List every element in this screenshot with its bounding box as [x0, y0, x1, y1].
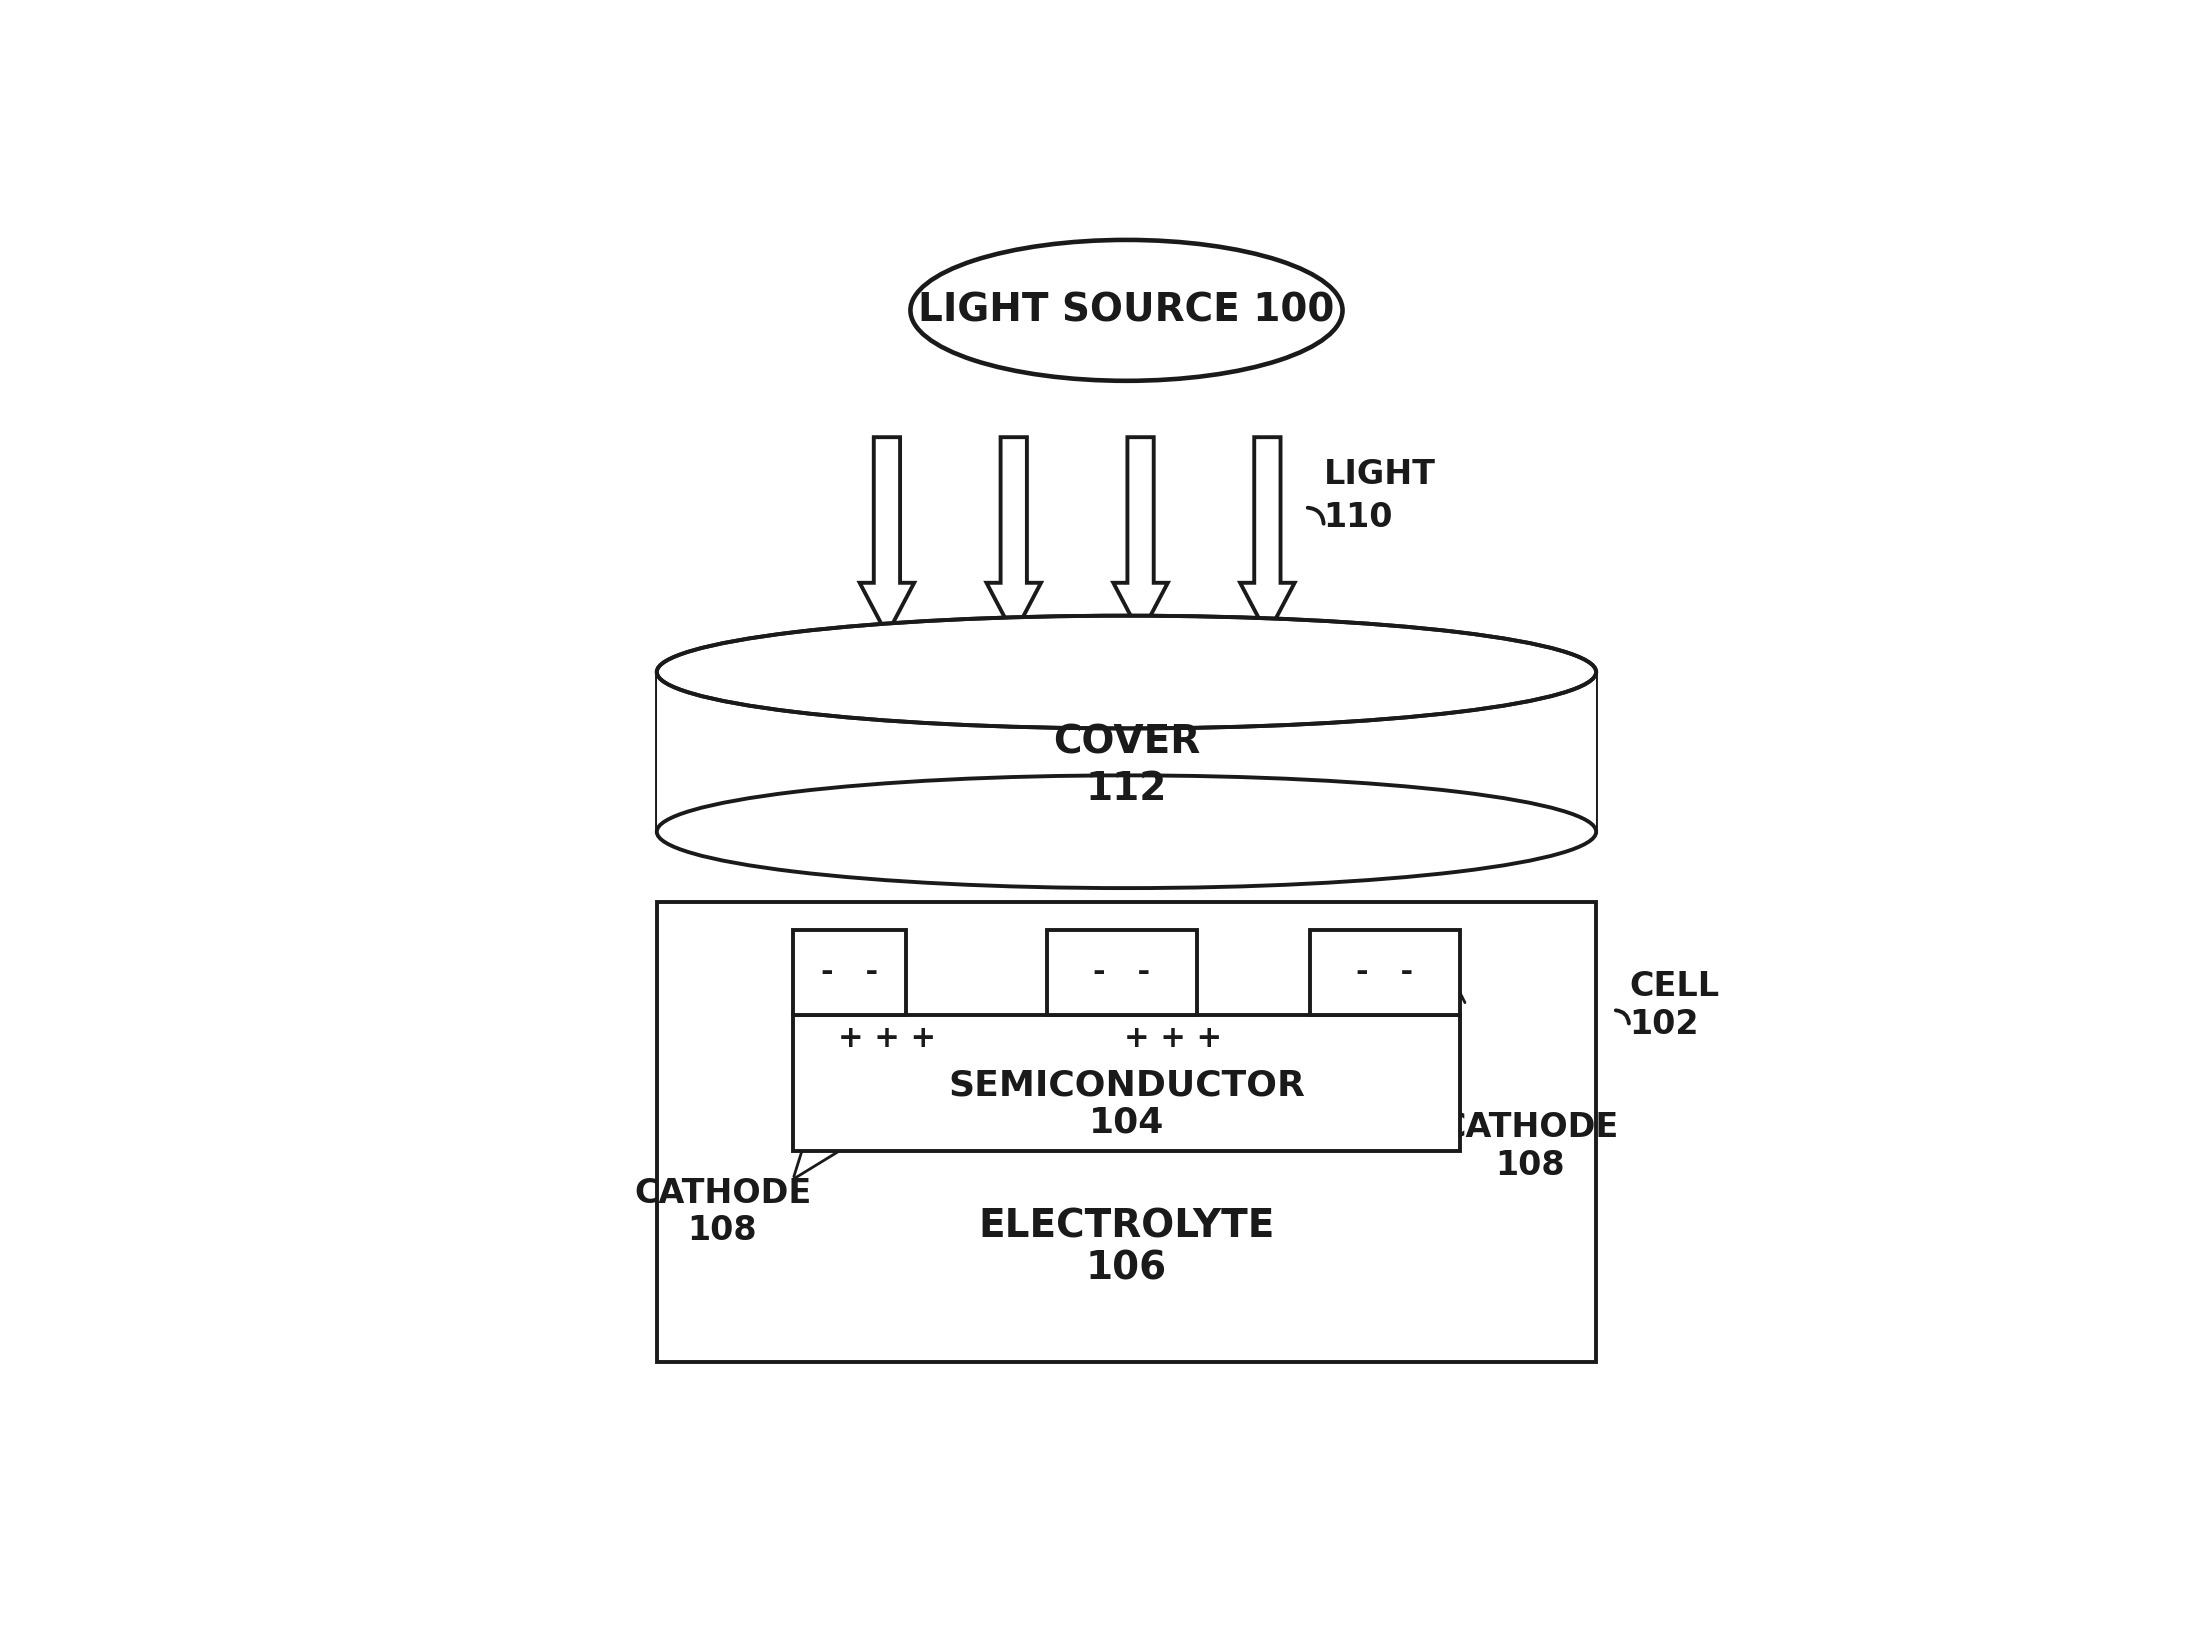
Bar: [1310, 931, 1459, 1015]
Text: -   -: - -: [820, 959, 877, 987]
Text: 106: 106: [1086, 1250, 1167, 1288]
Text: + + +: + + +: [837, 1024, 936, 1052]
Text: LIGHT SOURCE 100: LIGHT SOURCE 100: [919, 292, 1334, 329]
Text: 110: 110: [1323, 501, 1394, 534]
Text: -   -: - -: [1092, 959, 1150, 987]
Text: COVER: COVER: [1053, 723, 1200, 761]
Text: 108: 108: [688, 1214, 758, 1247]
Ellipse shape: [657, 776, 1596, 888]
Text: CATHODE: CATHODE: [1442, 1112, 1620, 1145]
Bar: [793, 931, 906, 1015]
Text: + + +: + + +: [1125, 1024, 1222, 1052]
Text: SEMICONDUCTOR: SEMICONDUCTOR: [947, 1069, 1306, 1102]
Ellipse shape: [657, 616, 1596, 728]
Text: 108: 108: [1495, 1148, 1565, 1181]
Text: 104: 104: [1088, 1105, 1165, 1140]
Bar: [1046, 931, 1198, 1015]
Text: LIGHT: LIGHT: [1323, 458, 1435, 491]
Text: ELECTROLYTE: ELECTROLYTE: [978, 1207, 1275, 1245]
Bar: [657, 672, 1596, 832]
Bar: [793, 1015, 1459, 1151]
Text: CELL: CELL: [1629, 970, 1719, 1003]
Text: 102: 102: [1629, 1008, 1699, 1041]
Text: -   -: - -: [1356, 959, 1413, 987]
Text: CATHODE: CATHODE: [633, 1178, 811, 1211]
Bar: [657, 903, 1596, 1362]
Text: 112: 112: [1086, 771, 1167, 809]
